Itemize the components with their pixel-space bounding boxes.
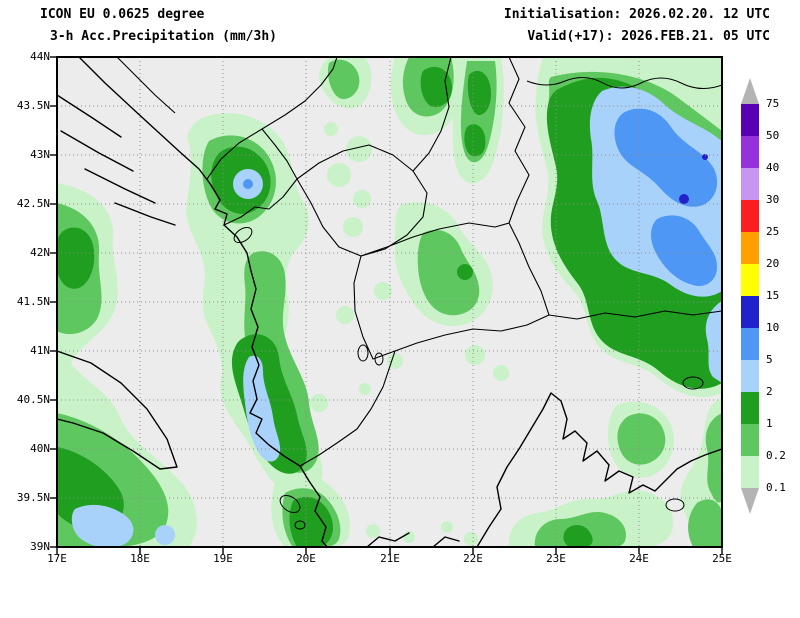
legend-segment [741, 232, 759, 264]
graticule [57, 57, 722, 547]
legend-segment [741, 264, 759, 296]
legend-value-label: 0.2 [766, 449, 786, 462]
legend-segment [741, 200, 759, 232]
lon-tick-label: 24E [629, 552, 649, 565]
legend-value-label: 20 [766, 257, 780, 270]
lat-tick-label: 43.5N [16, 99, 50, 112]
precip-area-5-10 [243, 108, 718, 287]
legend-segment [741, 168, 759, 200]
lon-tick-label: 19E [213, 552, 233, 565]
legend-segment [741, 328, 759, 360]
legend-segment [741, 296, 759, 328]
lon-tick-label: 23E [546, 552, 566, 565]
coastlines [57, 57, 722, 547]
lat-tick-label: 40.5N [16, 393, 50, 406]
valid-time: Valid(+17): 2026.FEB.21. 05 UTC [527, 29, 770, 44]
legend-value-label: 1 [766, 417, 773, 430]
lat-tick-label: 42.5N [16, 197, 50, 210]
rivers [526, 77, 722, 89]
legend-value-label: 0.1 [766, 481, 786, 494]
lon-tick-label: 18E [130, 552, 150, 565]
lat-tick-label: 44N [30, 50, 50, 63]
map-frame [56, 56, 723, 548]
legend-value-label: 50 [766, 129, 780, 142]
precipitation-map [50, 56, 723, 554]
lakes [233, 226, 384, 366]
model-title: ICON EU 0.0625 degree [40, 7, 205, 22]
legend-segment [741, 104, 759, 136]
legend-segment [741, 136, 759, 168]
legend-value-label: 25 [766, 225, 780, 238]
product-title: 3-h Acc.Precipitation (mm/3h) [50, 29, 277, 44]
lon-tick-label: 22E [463, 552, 483, 565]
lon-tick-label: 20E [296, 552, 316, 565]
country-borders [116, 57, 722, 467]
initialisation-time: Initialisation: 2026.02.20. 12 UTC [503, 7, 770, 22]
lat-tick-label: 39.5N [16, 491, 50, 504]
legend-segment [741, 392, 759, 424]
lon-tick-label: 17E [47, 552, 67, 565]
lat-tick-label: 39N [30, 540, 50, 553]
legend-value-label: 15 [766, 289, 780, 302]
legend-overflow-top [741, 78, 759, 104]
axis-ticks [50, 56, 723, 554]
precip-area-10-15 [679, 154, 708, 204]
legend-value-label: 30 [766, 193, 780, 206]
legend-value-label: 5 [766, 353, 773, 366]
legend-value-label: 2 [766, 385, 773, 398]
lon-tick-label: 21E [380, 552, 400, 565]
legend-value-label: 75 [766, 97, 780, 110]
legend-segment [741, 456, 759, 488]
legend-value-label: 40 [766, 161, 780, 174]
legend-segment [741, 360, 759, 392]
legend-segment [741, 424, 759, 456]
legend-value-label: 10 [766, 321, 780, 334]
corfu-island [279, 494, 301, 514]
lon-tick-label: 25E [712, 552, 732, 565]
lat-tick-label: 42N [30, 246, 50, 259]
lat-tick-label: 43N [30, 148, 50, 161]
lat-tick-label: 40N [30, 442, 50, 455]
legend-colorbar [741, 78, 759, 514]
lat-tick-label: 41.5N [16, 295, 50, 308]
legend-overflow-bottom [741, 488, 759, 514]
lat-tick-label: 41N [30, 344, 50, 357]
